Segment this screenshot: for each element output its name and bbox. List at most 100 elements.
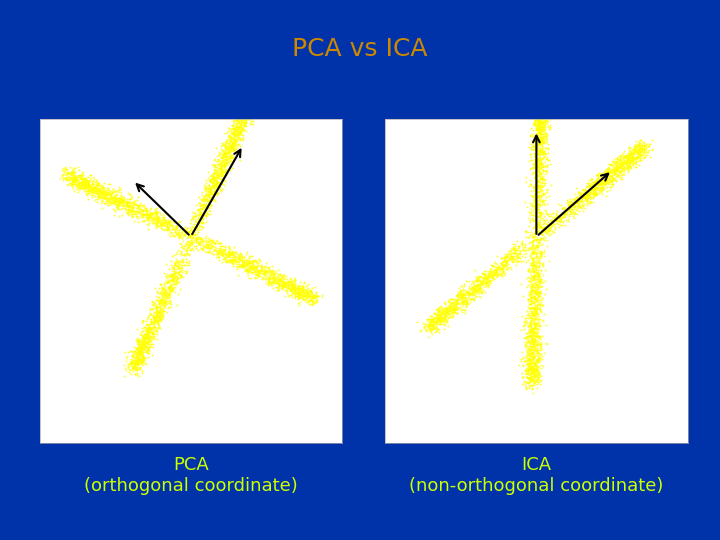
Point xyxy=(202,233,214,242)
Point xyxy=(194,208,205,217)
Point xyxy=(519,253,531,261)
Point xyxy=(200,231,212,240)
Point xyxy=(285,285,297,294)
Point xyxy=(469,289,480,298)
Point xyxy=(527,327,539,335)
Point xyxy=(225,137,237,146)
Point xyxy=(533,276,544,285)
Point xyxy=(538,217,549,226)
Point xyxy=(308,291,320,299)
Point xyxy=(639,141,650,150)
Point xyxy=(171,258,183,267)
Point xyxy=(220,241,231,250)
Point xyxy=(528,352,540,360)
Point xyxy=(443,308,454,317)
Point xyxy=(154,306,166,315)
Point xyxy=(200,243,212,252)
Point xyxy=(76,183,88,192)
Point xyxy=(176,257,187,266)
Point xyxy=(153,316,165,325)
Point xyxy=(216,163,228,171)
Point xyxy=(150,218,162,227)
Point xyxy=(217,251,228,259)
Point xyxy=(461,289,472,298)
Point xyxy=(210,166,221,174)
Point xyxy=(249,270,261,279)
Point xyxy=(534,165,545,173)
Point xyxy=(531,124,542,133)
Point xyxy=(497,268,508,276)
Point xyxy=(241,111,253,119)
Point xyxy=(122,194,133,203)
Point xyxy=(500,256,512,265)
Point xyxy=(153,321,164,329)
Point xyxy=(539,88,550,97)
Point xyxy=(140,210,152,219)
Point xyxy=(154,221,166,230)
Point xyxy=(538,115,549,124)
Point xyxy=(595,173,607,181)
Point xyxy=(571,199,582,207)
Point xyxy=(235,120,246,129)
Point xyxy=(534,106,545,114)
Point xyxy=(233,117,245,126)
Point xyxy=(152,209,163,218)
Point xyxy=(531,307,542,315)
Point xyxy=(166,302,177,311)
Point xyxy=(524,216,536,225)
Point xyxy=(228,129,239,137)
Point xyxy=(501,256,513,265)
Point xyxy=(258,266,270,275)
Point xyxy=(469,294,480,303)
Point xyxy=(95,188,107,197)
Point xyxy=(130,355,141,364)
Point xyxy=(534,97,545,106)
Point xyxy=(557,213,568,222)
Point xyxy=(160,272,171,280)
Point xyxy=(102,197,114,205)
Point xyxy=(233,262,245,271)
Point xyxy=(541,118,553,127)
Point xyxy=(528,329,540,338)
Point xyxy=(576,204,588,212)
Point xyxy=(134,347,145,356)
Point xyxy=(524,243,536,252)
Point xyxy=(94,187,105,195)
Point xyxy=(237,126,248,135)
Point xyxy=(496,260,508,269)
Point xyxy=(442,306,454,315)
Point xyxy=(194,210,206,219)
Point xyxy=(218,150,230,158)
Point xyxy=(532,315,544,323)
Point xyxy=(534,218,545,226)
Point xyxy=(541,220,553,229)
Point xyxy=(148,323,159,332)
Point xyxy=(535,340,546,349)
Point xyxy=(207,195,219,204)
Point xyxy=(536,137,548,146)
Point xyxy=(529,302,541,310)
Point xyxy=(292,284,304,292)
Point xyxy=(536,127,547,136)
Point xyxy=(542,117,554,125)
Point xyxy=(150,215,162,224)
Point xyxy=(130,343,142,352)
Point xyxy=(467,285,478,294)
Point xyxy=(235,256,246,265)
Point xyxy=(459,286,471,294)
Point xyxy=(253,255,264,264)
Point xyxy=(531,117,542,126)
Point xyxy=(290,285,302,293)
Point xyxy=(67,165,78,174)
Point xyxy=(539,180,550,189)
Point xyxy=(220,167,231,176)
Point xyxy=(270,279,282,287)
Point xyxy=(526,364,537,373)
Point xyxy=(528,217,539,225)
Point xyxy=(136,335,148,344)
Point xyxy=(489,268,500,277)
Point xyxy=(537,106,549,114)
Point xyxy=(275,276,287,285)
Point xyxy=(71,175,82,184)
Point xyxy=(430,305,441,314)
